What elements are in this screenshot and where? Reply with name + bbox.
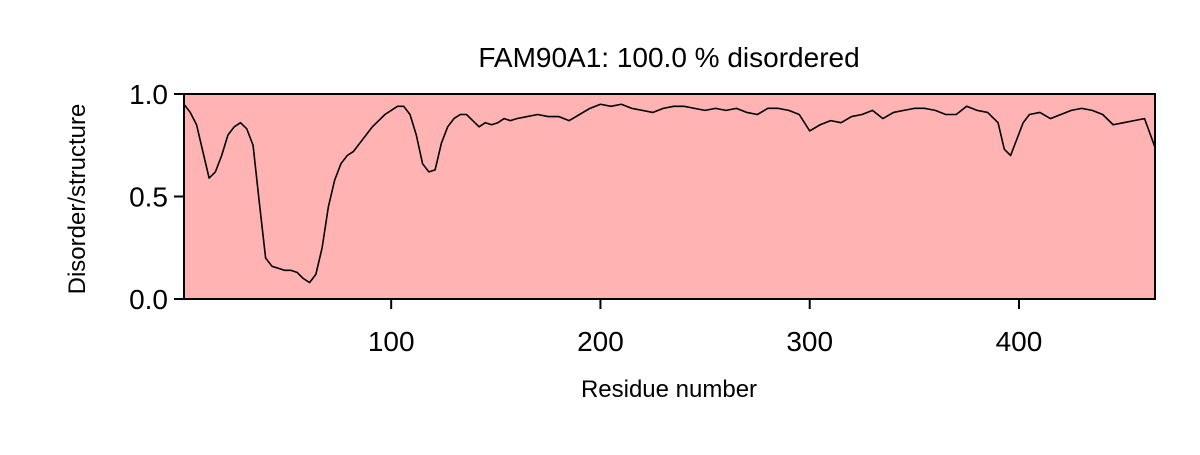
x-tick-label: 100 [368, 326, 415, 357]
line-layer [183, 103, 1156, 284]
chart-title: FAM90A1: 100.0 % disordered [478, 42, 859, 73]
y-axis-label: Disorder/structure [64, 104, 91, 295]
x-axis-label: Residue number [581, 376, 757, 403]
disorder-region [184, 94, 1155, 299]
x-tick-label: 300 [786, 326, 833, 357]
y-tick-label: 0.5 [129, 182, 168, 213]
x-tick-label: 400 [996, 326, 1043, 357]
disorder-line [183, 103, 1156, 284]
y-axis-ticks: 0.0 0.5 1.0 [129, 79, 184, 315]
y-tick-label: 0.0 [129, 284, 168, 315]
y-tick-label: 1.0 [129, 79, 168, 110]
x-axis-ticks: 100 200 300 400 [368, 299, 1043, 357]
x-tick-label: 200 [577, 326, 624, 357]
